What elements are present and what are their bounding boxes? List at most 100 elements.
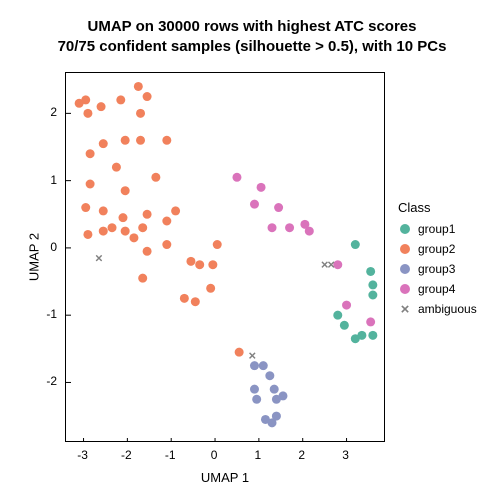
- legend-title: Class: [398, 200, 477, 215]
- point-group2: [86, 149, 95, 158]
- point-group4: [257, 183, 266, 192]
- point-group2: [206, 284, 215, 293]
- point-ambiguous: ×: [249, 348, 257, 363]
- point-group3: [259, 361, 268, 370]
- dot-icon: [398, 222, 412, 236]
- point-group2: [81, 95, 90, 104]
- point-group1: [368, 291, 377, 300]
- legend-label: group4: [418, 282, 455, 296]
- point-group3: [278, 391, 287, 400]
- point-group2: [99, 206, 108, 215]
- y-tick-label: 1: [37, 173, 57, 187]
- point-group2: [118, 213, 127, 222]
- x-marker-icon: ×: [398, 302, 412, 316]
- y-tick-label: -1: [37, 307, 57, 321]
- point-group3: [270, 385, 279, 394]
- point-group2: [186, 257, 195, 266]
- x-tick-label: -2: [121, 448, 132, 462]
- point-group2: [121, 186, 130, 195]
- point-group2: [213, 240, 222, 249]
- point-group2: [138, 274, 147, 283]
- chart-title-line1: UMAP on 30000 rows with highest ATC scor…: [0, 18, 504, 35]
- point-group3: [250, 385, 259, 394]
- point-group2: [162, 136, 171, 145]
- point-group2: [99, 227, 108, 236]
- point-group2: [136, 109, 145, 118]
- point-group2: [143, 210, 152, 219]
- y-tick-label: 2: [37, 105, 57, 119]
- point-group4: [305, 227, 314, 236]
- legend-label: group2: [418, 242, 455, 256]
- point-group1: [368, 331, 377, 340]
- legend: Class group1 group2 group3 group4 × ambiguous: [398, 200, 477, 319]
- point-group4: [342, 301, 351, 310]
- point-group1: [340, 321, 349, 330]
- point-group2: [134, 82, 143, 91]
- point-group2: [162, 217, 171, 226]
- dot-icon: [398, 242, 412, 256]
- dot-icon: [398, 262, 412, 276]
- point-group2: [208, 260, 217, 269]
- point-group2: [108, 223, 117, 232]
- legend-label: group3: [418, 262, 455, 276]
- legend-item-ambiguous: × ambiguous: [398, 299, 477, 319]
- point-group4: [285, 223, 294, 232]
- point-group2: [83, 109, 92, 118]
- point-group2: [143, 247, 152, 256]
- point-group2: [195, 260, 204, 269]
- legend-item-group3: group3: [398, 259, 477, 279]
- point-group1: [366, 267, 375, 276]
- point-group2: [97, 102, 106, 111]
- plot-area: ××××: [65, 72, 385, 442]
- point-group2: [86, 180, 95, 189]
- point-group2: [121, 136, 130, 145]
- point-group2: [180, 294, 189, 303]
- point-group2: [162, 240, 171, 249]
- x-tick-label: -1: [165, 448, 176, 462]
- point-ambiguous: ×: [327, 257, 335, 272]
- point-group2: [112, 163, 121, 172]
- legend-item-group1: group1: [398, 219, 477, 239]
- point-group4: [274, 203, 283, 212]
- x-axis-label: UMAP 1: [65, 470, 385, 485]
- point-group2: [151, 173, 160, 182]
- point-ambiguous: ×: [95, 251, 103, 266]
- point-group2: [143, 92, 152, 101]
- chart-title-line2: 70/75 confident samples (silhouette > 0.…: [0, 38, 504, 55]
- point-group2: [191, 297, 200, 306]
- dot-icon: [398, 282, 412, 296]
- x-tick-label: -3: [77, 448, 88, 462]
- point-group2: [99, 139, 108, 148]
- x-tick-label: 0: [211, 448, 218, 462]
- point-group2: [83, 230, 92, 239]
- point-group2: [116, 95, 125, 104]
- legend-item-group4: group4: [398, 279, 477, 299]
- point-group2: [171, 206, 180, 215]
- legend-label: ambiguous: [418, 302, 477, 316]
- point-group1: [368, 280, 377, 289]
- umap-scatter-chart: UMAP on 30000 rows with highest ATC scor…: [0, 0, 504, 504]
- legend-item-group2: group2: [398, 239, 477, 259]
- point-group3: [265, 371, 274, 380]
- point-group1: [351, 240, 360, 249]
- point-group2: [121, 227, 130, 236]
- point-group2: [235, 348, 244, 357]
- point-group1: [357, 331, 366, 340]
- point-group4: [250, 200, 259, 209]
- x-tick-label: 3: [342, 448, 349, 462]
- y-axis-label: UMAP 2: [27, 233, 42, 281]
- x-tick-label: 2: [298, 448, 305, 462]
- point-group2: [138, 223, 147, 232]
- point-group3: [272, 412, 281, 421]
- point-group2: [81, 203, 90, 212]
- legend-label: group1: [418, 222, 455, 236]
- point-group4: [232, 173, 241, 182]
- point-group2: [136, 136, 145, 145]
- point-group4: [366, 317, 375, 326]
- point-group4: [268, 223, 277, 232]
- y-tick-label: -2: [37, 374, 57, 388]
- point-group1: [333, 311, 342, 320]
- point-group3: [252, 395, 261, 404]
- x-tick-label: 1: [255, 448, 262, 462]
- point-group2: [129, 233, 138, 242]
